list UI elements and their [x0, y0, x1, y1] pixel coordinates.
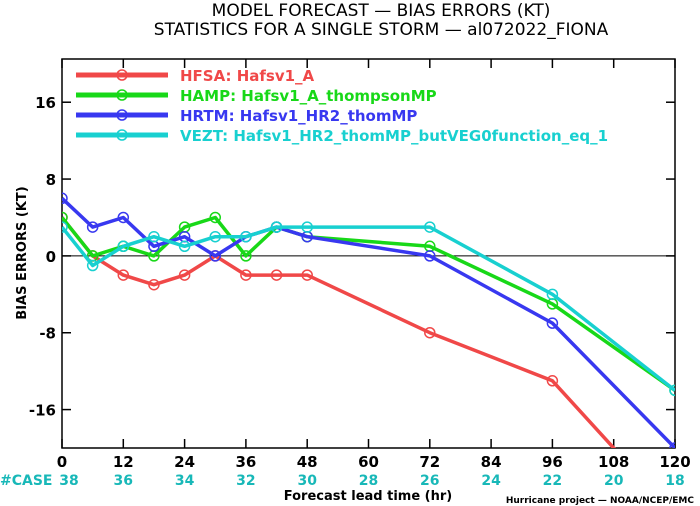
x-tick-label: 72: [419, 453, 440, 471]
data-point: [209, 250, 221, 262]
data-point: [424, 326, 436, 339]
legend-label: HRTM: Hafsv1_HR2_thomMP: [180, 107, 417, 125]
case-count: 26: [420, 473, 439, 489]
legend-marker: [116, 129, 128, 141]
x-tick-label: 36: [235, 453, 256, 471]
legend-label: HFSA: Hafsv1_A: [180, 67, 315, 85]
data-point: [117, 211, 130, 224]
series-group: [62, 192, 675, 448]
data-point: [240, 250, 252, 262]
x-axis: 0 12 24 36 48 60 72 84 96 108 120: [57, 59, 691, 471]
case-count: 34: [175, 473, 195, 489]
chart-subtitle: STATISTICS FOR A SINGLE STORM — al072022…: [154, 20, 609, 40]
data-point: [424, 221, 436, 233]
chart-title: MODEL FORECAST — BIAS ERRORS (KT): [212, 1, 551, 21]
data-point: [178, 269, 191, 281]
data-point: [178, 240, 191, 253]
case-count: 24: [481, 473, 501, 489]
data-point: [270, 269, 283, 281]
data-point: [62, 221, 68, 233]
data-point: [546, 317, 559, 329]
data-point: [117, 269, 130, 281]
data-point: [86, 221, 99, 233]
series-line-3: [62, 225, 675, 392]
data-point: [669, 384, 675, 397]
y-tick-label: -8: [39, 325, 56, 343]
y-tick-label: 16: [35, 94, 56, 112]
data-point: [546, 288, 559, 301]
series-line-0: [62, 216, 617, 448]
x-tick-label: 120: [659, 453, 690, 471]
data-point: [148, 230, 160, 243]
case-count: 38: [59, 473, 78, 489]
data-point: [546, 375, 559, 387]
x-tick-label: 96: [542, 453, 563, 471]
data-point: [424, 250, 436, 262]
x-tick-label: 0: [57, 453, 67, 471]
data-point: [240, 269, 252, 281]
legend-label: VEZT: Hafsv1_HR2_thomMP_butVEG0function_…: [180, 127, 608, 145]
case-counts: 38 36 34 32 30 28 26 24 22 20 18: [59, 473, 684, 489]
legend-label: HAMP: Hafsv1_A_thompsonMP: [180, 87, 437, 105]
case-count: 22: [543, 473, 562, 489]
data-point: [62, 192, 68, 205]
case-count: 18: [665, 473, 684, 489]
case-count: 20: [604, 473, 624, 489]
y-axis-label: BIAS ERRORS (KT): [15, 186, 30, 319]
x-tick-label: 24: [174, 453, 195, 471]
data-point: [301, 221, 313, 233]
x-tick-label: 108: [598, 453, 629, 471]
x-tick-label: 84: [481, 453, 502, 471]
y-tick-label: 8: [46, 171, 56, 189]
y-tick-label: -16: [29, 402, 56, 420]
legend-marker: [116, 69, 128, 81]
case-count: 28: [359, 473, 378, 489]
case-count: 30: [297, 473, 317, 489]
case-count: 32: [236, 473, 255, 489]
x-tick-label: 60: [358, 453, 379, 471]
y-tick-label: 0: [46, 248, 56, 266]
x-tick-label: 12: [113, 453, 134, 471]
credit-text: Hurricane project — NOAA/NCEP/EMC: [506, 496, 695, 506]
data-point: [86, 259, 99, 272]
data-point: [62, 211, 68, 224]
data-point: [148, 278, 160, 291]
data-point: [270, 221, 283, 233]
x-tick-label: 48: [297, 453, 318, 471]
data-point: [209, 211, 221, 224]
data-point: [209, 230, 221, 243]
data-point: [117, 240, 130, 253]
case-label: #CASE: [0, 473, 53, 489]
legend-marker: [116, 109, 128, 121]
data-point: [301, 269, 313, 281]
x-axis-label: Forecast lead time (hr): [284, 489, 452, 504]
legend-marker: [116, 89, 128, 101]
y-axis: 16 8 0 -8 -16: [29, 94, 675, 420]
legend: HFSA: Hafsv1_A HAMP: Hafsv1_A_thompsonMP H…: [76, 67, 608, 145]
case-count: 36: [114, 473, 133, 489]
data-point: [240, 230, 252, 243]
